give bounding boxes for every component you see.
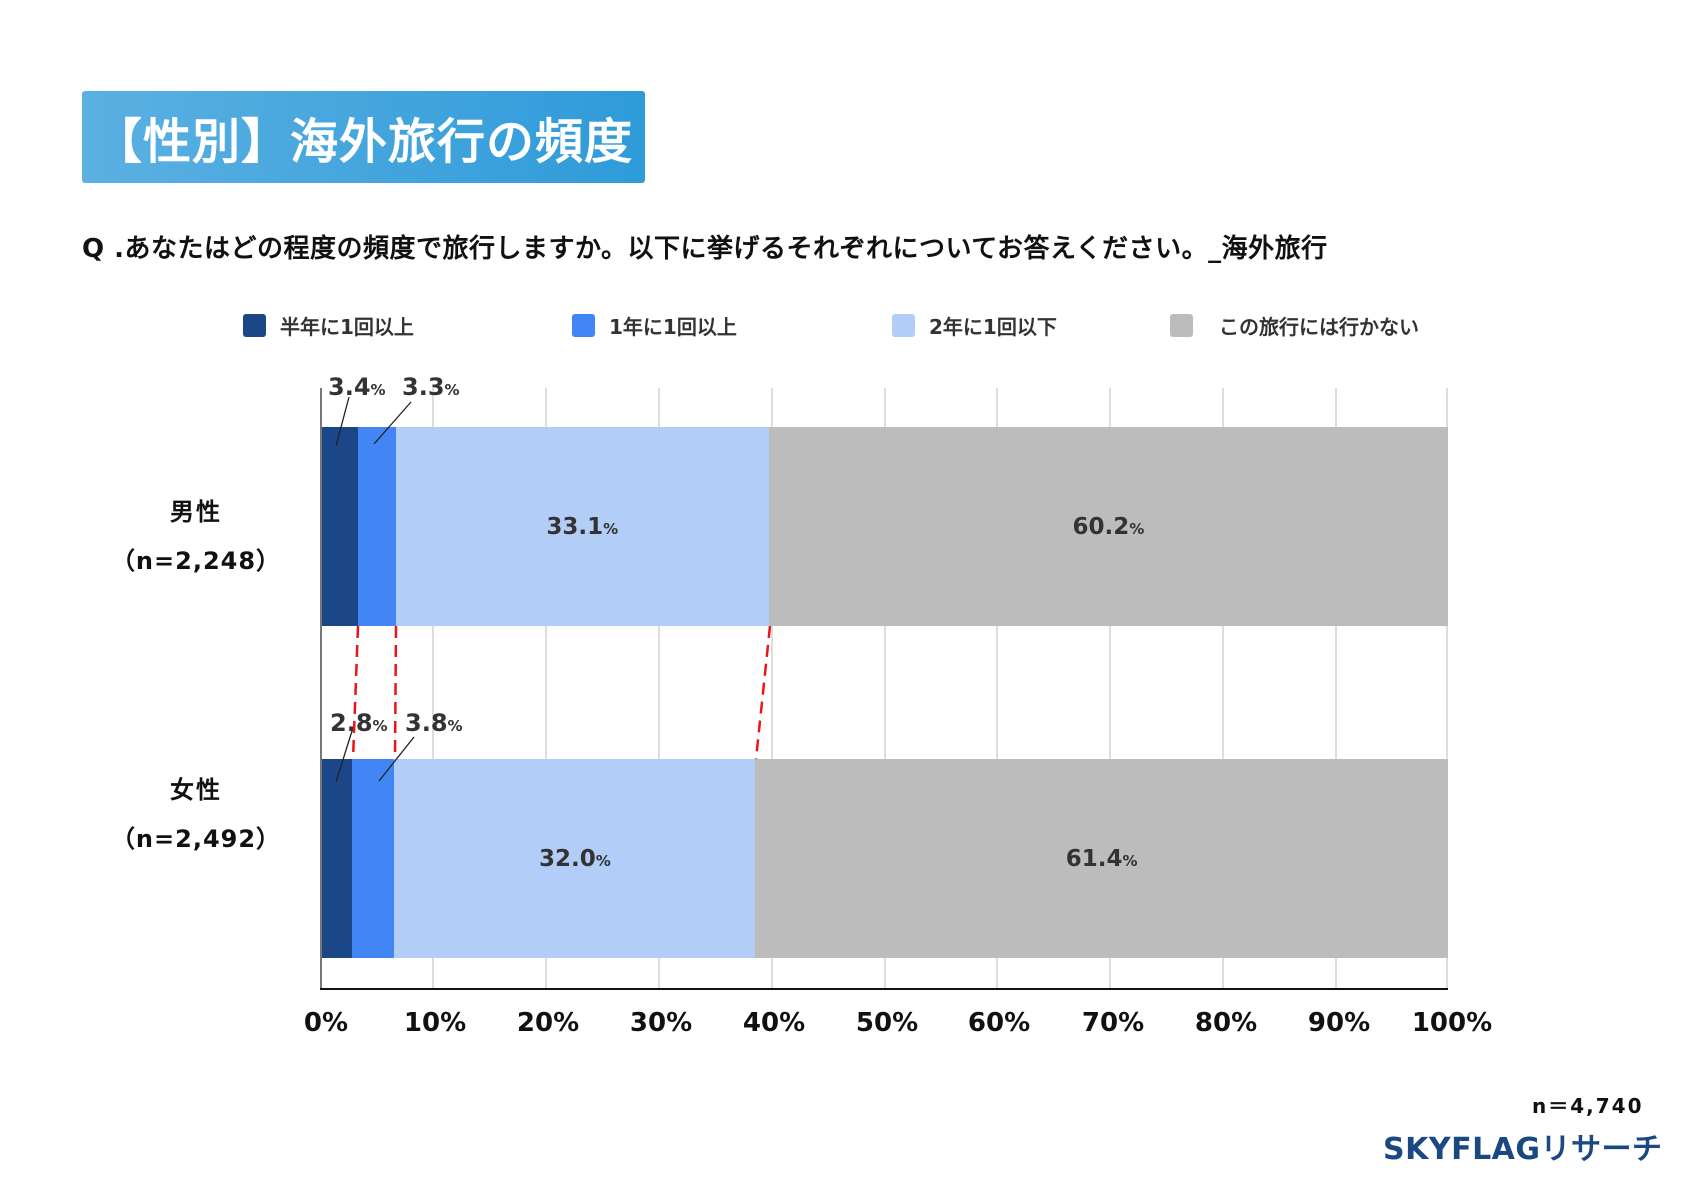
segment-half-year (320, 427, 359, 626)
value-label: 32.0% (539, 845, 611, 872)
legend-label: 1年に1回以上 (609, 314, 737, 339)
gridline (545, 388, 547, 990)
legend-label: 2年に1回以下 (929, 314, 1057, 339)
gridline (1335, 388, 1337, 990)
callout-female-yearly: 3.8% (405, 709, 463, 737)
legend-label: この旅行には行かない (1219, 314, 1419, 339)
x-axis (320, 988, 1448, 990)
legend-swatch-icon (572, 313, 595, 337)
legend-swatch-icon (1170, 313, 1193, 337)
category-n: （n=2,248） (110, 547, 282, 575)
tick-label: 60% (967, 1008, 1031, 1038)
callout-male-yearly: 3.3% (402, 373, 460, 401)
gridline (884, 388, 886, 990)
chart-title: 【性別】海外旅行の頻度 (94, 114, 634, 170)
y-axis (320, 388, 322, 990)
tick-label: 0% (303, 1008, 349, 1038)
legend-swatch-icon (243, 313, 266, 337)
legend-swatch-icon (892, 313, 915, 337)
plot-area: 33.1% 60.2% 32.0% 61.4% (320, 388, 1448, 990)
gridline (1109, 388, 1111, 990)
title-banner: 【性別】海外旅行の頻度 (82, 91, 645, 183)
category-n: （n=2,492） (110, 825, 282, 853)
tick-label: 10% (403, 1008, 467, 1038)
callout-female-half-year: 2.8% (330, 709, 388, 737)
category-label-male: 男性 （n=2,248） (96, 492, 296, 576)
gridline (996, 388, 998, 990)
tick-label: 80% (1194, 1008, 1258, 1038)
value-label: 33.1% (546, 513, 619, 540)
gridline (1446, 388, 1448, 990)
segment-never: 61.4% (755, 759, 1448, 958)
category-label-female: 女性 （n=2,492） (96, 770, 296, 854)
segment-yearly (351, 759, 395, 958)
brand-logo: SKYFLAGリサーチ (1383, 1132, 1663, 1167)
tick-label: 90% (1307, 1008, 1371, 1038)
category-name: 男性 (170, 498, 222, 526)
gridline (432, 388, 434, 990)
tick-label: 30% (629, 1008, 693, 1038)
category-name: 女性 (170, 776, 222, 804)
tick-label: 70% (1081, 1008, 1145, 1038)
legend-item-yearly: 1年に1回以上 (572, 313, 737, 339)
tick-label: 20% (516, 1008, 580, 1038)
segment-never: 60.2% (768, 427, 1448, 626)
value-label: 61.4% (1065, 845, 1138, 872)
segment-two-years: 32.0% (394, 759, 756, 958)
tick-label: 40% (742, 1008, 806, 1038)
legend-item-never: この旅行には行かない (1170, 313, 1419, 339)
legend-item-half-year: 半年に1回以上 (243, 313, 414, 339)
segment-two-years: 33.1% (395, 427, 769, 626)
bar-female: 32.0% 61.4% (320, 759, 1448, 958)
segment-yearly (358, 427, 396, 626)
segment-half-year (320, 759, 352, 958)
legend-label: 半年に1回以上 (280, 314, 414, 339)
bar-male: 33.1% 60.2% (320, 427, 1448, 626)
total-sample-size: n＝4,740 (1532, 1094, 1644, 1118)
callout-male-half-year: 3.4% (328, 373, 386, 401)
gridline (1222, 388, 1224, 990)
value-label: 60.2% (1072, 513, 1145, 540)
gridline (771, 388, 773, 990)
tick-label: 100% (1411, 1008, 1493, 1038)
gridline (658, 388, 660, 990)
legend-item-two-years: 2年に1回以下 (892, 313, 1057, 339)
question-text: Q .あなたはどの程度の頻度で旅行しますか。以下に挙げるそれぞれについてお答えく… (82, 234, 1328, 264)
tick-label: 50% (855, 1008, 919, 1038)
